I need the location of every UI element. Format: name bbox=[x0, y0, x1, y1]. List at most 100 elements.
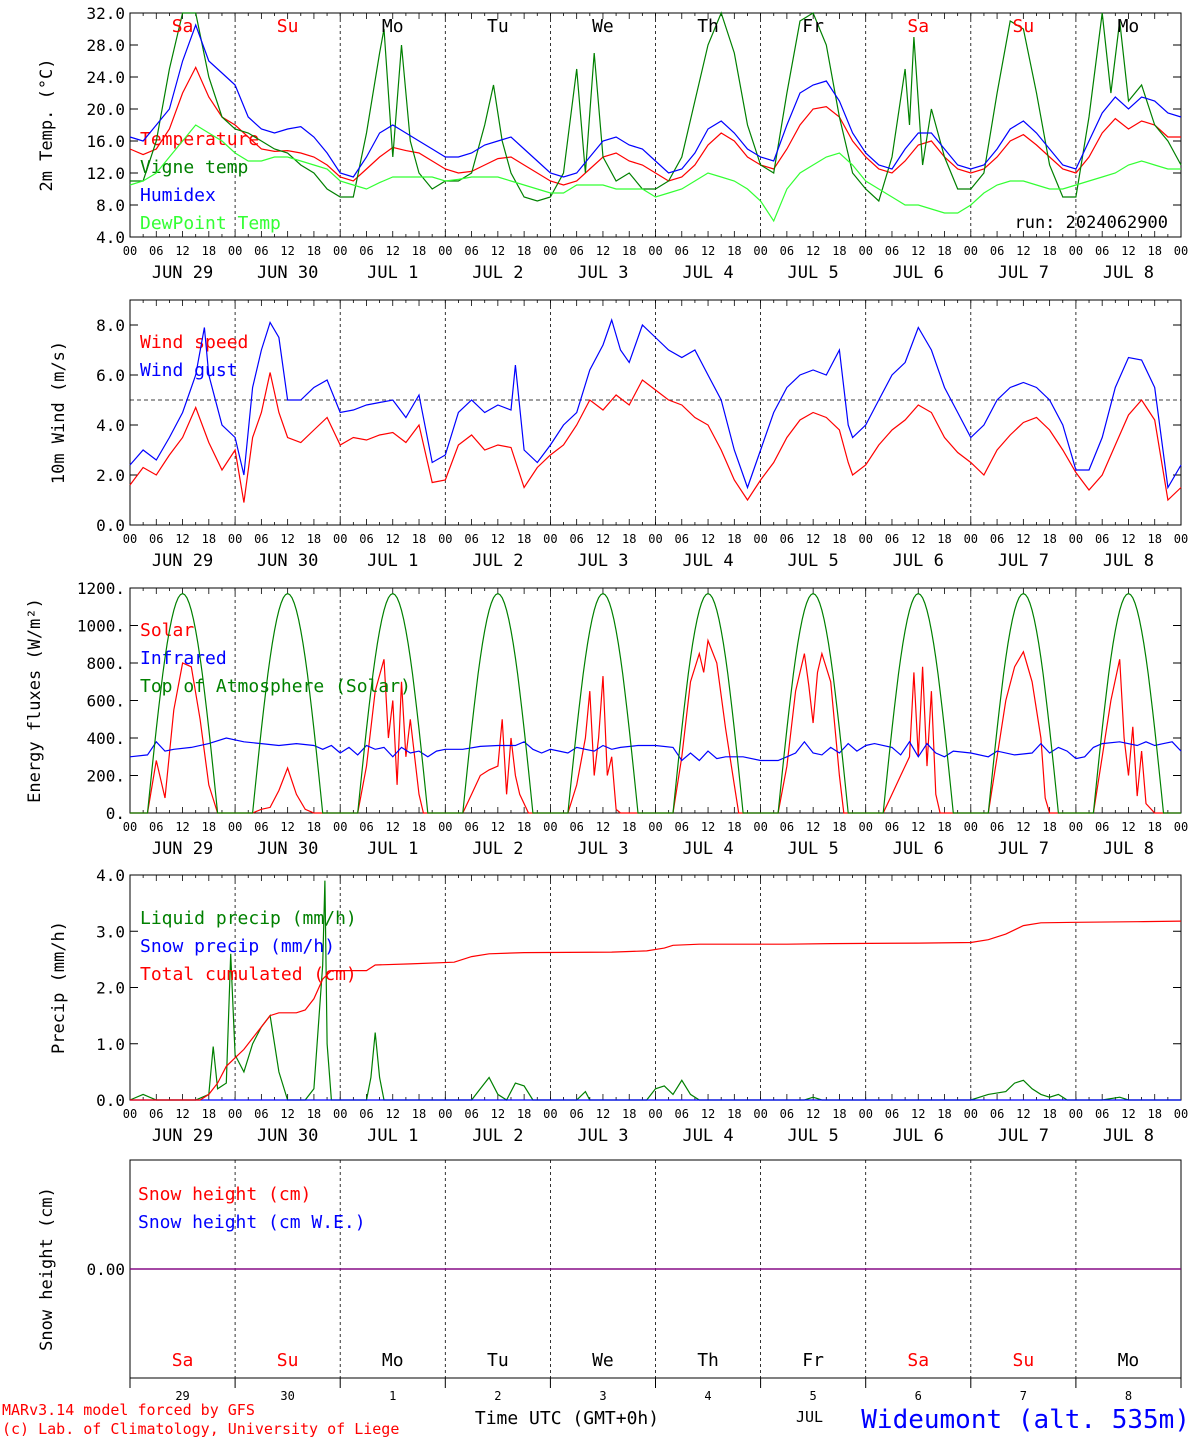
date-label: JUL 8 bbox=[1103, 839, 1154, 859]
hour-tick-label: 18 bbox=[832, 244, 846, 258]
bottom-day-number: 30 bbox=[280, 1389, 294, 1403]
hour-tick-label: 00 bbox=[1069, 1107, 1083, 1121]
hour-tick-label: 18 bbox=[517, 1107, 531, 1121]
y-axis-label: Precip (mm/h) bbox=[49, 921, 69, 1054]
hour-tick-label: 00 bbox=[648, 532, 662, 546]
hour-tick-label: 06 bbox=[149, 244, 163, 258]
hour-tick-label: 12 bbox=[1121, 1107, 1135, 1121]
hour-tick-label: 00 bbox=[123, 1107, 137, 1121]
hour-tick-label: 12 bbox=[175, 820, 189, 834]
hour-tick-label: 18 bbox=[202, 820, 216, 834]
date-label: JUN 30 bbox=[257, 263, 318, 283]
hour-tick-label: 00 bbox=[858, 532, 872, 546]
date-label: JUN 30 bbox=[257, 1126, 318, 1146]
hour-tick-label: 06 bbox=[780, 820, 794, 834]
hour-tick-label: 18 bbox=[622, 820, 636, 834]
y-axis-label: Energy fluxes (W/m²) bbox=[25, 598, 45, 803]
hour-tick-label: 06 bbox=[359, 532, 373, 546]
hour-tick-label: 12 bbox=[1016, 820, 1030, 834]
legend-entry: Wind gust bbox=[140, 360, 238, 381]
hour-tick-label: 18 bbox=[622, 532, 636, 546]
hour-tick-label: 00 bbox=[438, 1107, 452, 1121]
date-label: JUL 8 bbox=[1103, 1126, 1154, 1146]
hour-tick-label: 18 bbox=[412, 1107, 426, 1121]
y-axis-label: 10m Wind (m/s) bbox=[49, 341, 69, 484]
hour-tick-label: 12 bbox=[491, 1107, 505, 1121]
day-name-bottom: Tu bbox=[487, 1350, 509, 1371]
y-tick-label: 32.0 bbox=[86, 4, 125, 23]
hour-tick-label: 18 bbox=[202, 532, 216, 546]
y-tick-label: 400. bbox=[86, 729, 125, 748]
legend-entry: Top of Atmosphere (Solar) bbox=[140, 676, 411, 697]
hour-tick-label: 12 bbox=[280, 244, 294, 258]
date-label: JUL 7 bbox=[998, 839, 1049, 859]
day-name-bottom: Sa bbox=[172, 1350, 194, 1371]
hour-tick-label: 12 bbox=[596, 1107, 610, 1121]
date-label: JUL 7 bbox=[998, 1126, 1049, 1146]
hour-tick-label: 18 bbox=[517, 532, 531, 546]
hour-tick-label: 06 bbox=[464, 820, 478, 834]
station-label: Wideumont (alt. 535m) bbox=[861, 1405, 1190, 1435]
hour-tick-label: 12 bbox=[386, 1107, 400, 1121]
hour-tick-label: 18 bbox=[1042, 1107, 1056, 1121]
series-line-top-of-atmosphere-solar- bbox=[130, 592, 1181, 814]
hour-tick-label: 18 bbox=[1147, 244, 1161, 258]
hour-tick-label: 00 bbox=[1174, 1107, 1188, 1121]
hour-tick-label: 06 bbox=[990, 1107, 1004, 1121]
y-tick-label: 4.0 bbox=[96, 866, 125, 885]
hour-tick-label: 00 bbox=[1174, 244, 1188, 258]
y-tick-label: 24.0 bbox=[86, 68, 125, 87]
hour-tick-label: 00 bbox=[753, 532, 767, 546]
hour-tick-label: 06 bbox=[885, 1107, 899, 1121]
legend-entry: DewPoint Temp bbox=[140, 213, 281, 234]
hour-tick-label: 18 bbox=[727, 532, 741, 546]
date-label: JUL 5 bbox=[788, 839, 839, 859]
hour-tick-label: 00 bbox=[753, 820, 767, 834]
hour-tick-label: 06 bbox=[359, 820, 373, 834]
hour-tick-label: 12 bbox=[701, 532, 715, 546]
hour-tick-label: 00 bbox=[648, 244, 662, 258]
date-label: JUL 7 bbox=[998, 551, 1049, 571]
date-label: JUL 3 bbox=[577, 839, 628, 859]
hour-tick-label: 00 bbox=[648, 820, 662, 834]
bottom-day-number: 1 bbox=[389, 1389, 396, 1403]
hour-tick-label: 18 bbox=[937, 532, 951, 546]
hour-tick-label: 12 bbox=[596, 244, 610, 258]
date-label: JUL 4 bbox=[682, 263, 733, 283]
hour-tick-label: 00 bbox=[543, 532, 557, 546]
hour-tick-label: 18 bbox=[622, 244, 636, 258]
y-axis-label: 2m Temp. (°C) bbox=[37, 58, 57, 191]
hour-tick-label: 00 bbox=[753, 1107, 767, 1121]
date-label: JUL 6 bbox=[893, 551, 944, 571]
y-tick-label: 16.0 bbox=[86, 132, 125, 151]
hour-tick-label: 06 bbox=[780, 1107, 794, 1121]
hour-tick-label: 18 bbox=[727, 244, 741, 258]
date-label: JUN 30 bbox=[257, 551, 318, 571]
hour-tick-label: 06 bbox=[885, 532, 899, 546]
hour-tick-label: 00 bbox=[753, 244, 767, 258]
hour-tick-label: 00 bbox=[858, 1107, 872, 1121]
day-name-bottom: We bbox=[592, 1350, 614, 1371]
legend-entry: Liquid precip (mm/h) bbox=[140, 908, 357, 929]
hour-tick-label: 18 bbox=[307, 244, 321, 258]
hour-tick-label: 12 bbox=[806, 244, 820, 258]
date-label: JUL 1 bbox=[367, 839, 418, 859]
hour-tick-label: 12 bbox=[596, 820, 610, 834]
hour-tick-label: 12 bbox=[1121, 244, 1135, 258]
y-tick-label: 0. bbox=[106, 804, 125, 823]
legend-entry: Solar bbox=[140, 620, 194, 641]
hour-tick-label: 12 bbox=[1016, 532, 1030, 546]
hour-tick-label: 06 bbox=[1095, 532, 1109, 546]
y-tick-label: 1000. bbox=[77, 617, 125, 636]
bottom-day-number: 7 bbox=[1020, 1389, 1027, 1403]
day-name-top: We bbox=[592, 16, 614, 37]
hour-tick-label: 06 bbox=[990, 244, 1004, 258]
hour-tick-label: 00 bbox=[543, 820, 557, 834]
hour-tick-label: 18 bbox=[622, 1107, 636, 1121]
hour-tick-label: 06 bbox=[464, 244, 478, 258]
hour-tick-label: 00 bbox=[543, 244, 557, 258]
hour-tick-label: 18 bbox=[1042, 244, 1056, 258]
hour-tick-label: 00 bbox=[543, 1107, 557, 1121]
hour-tick-label: 00 bbox=[228, 532, 242, 546]
